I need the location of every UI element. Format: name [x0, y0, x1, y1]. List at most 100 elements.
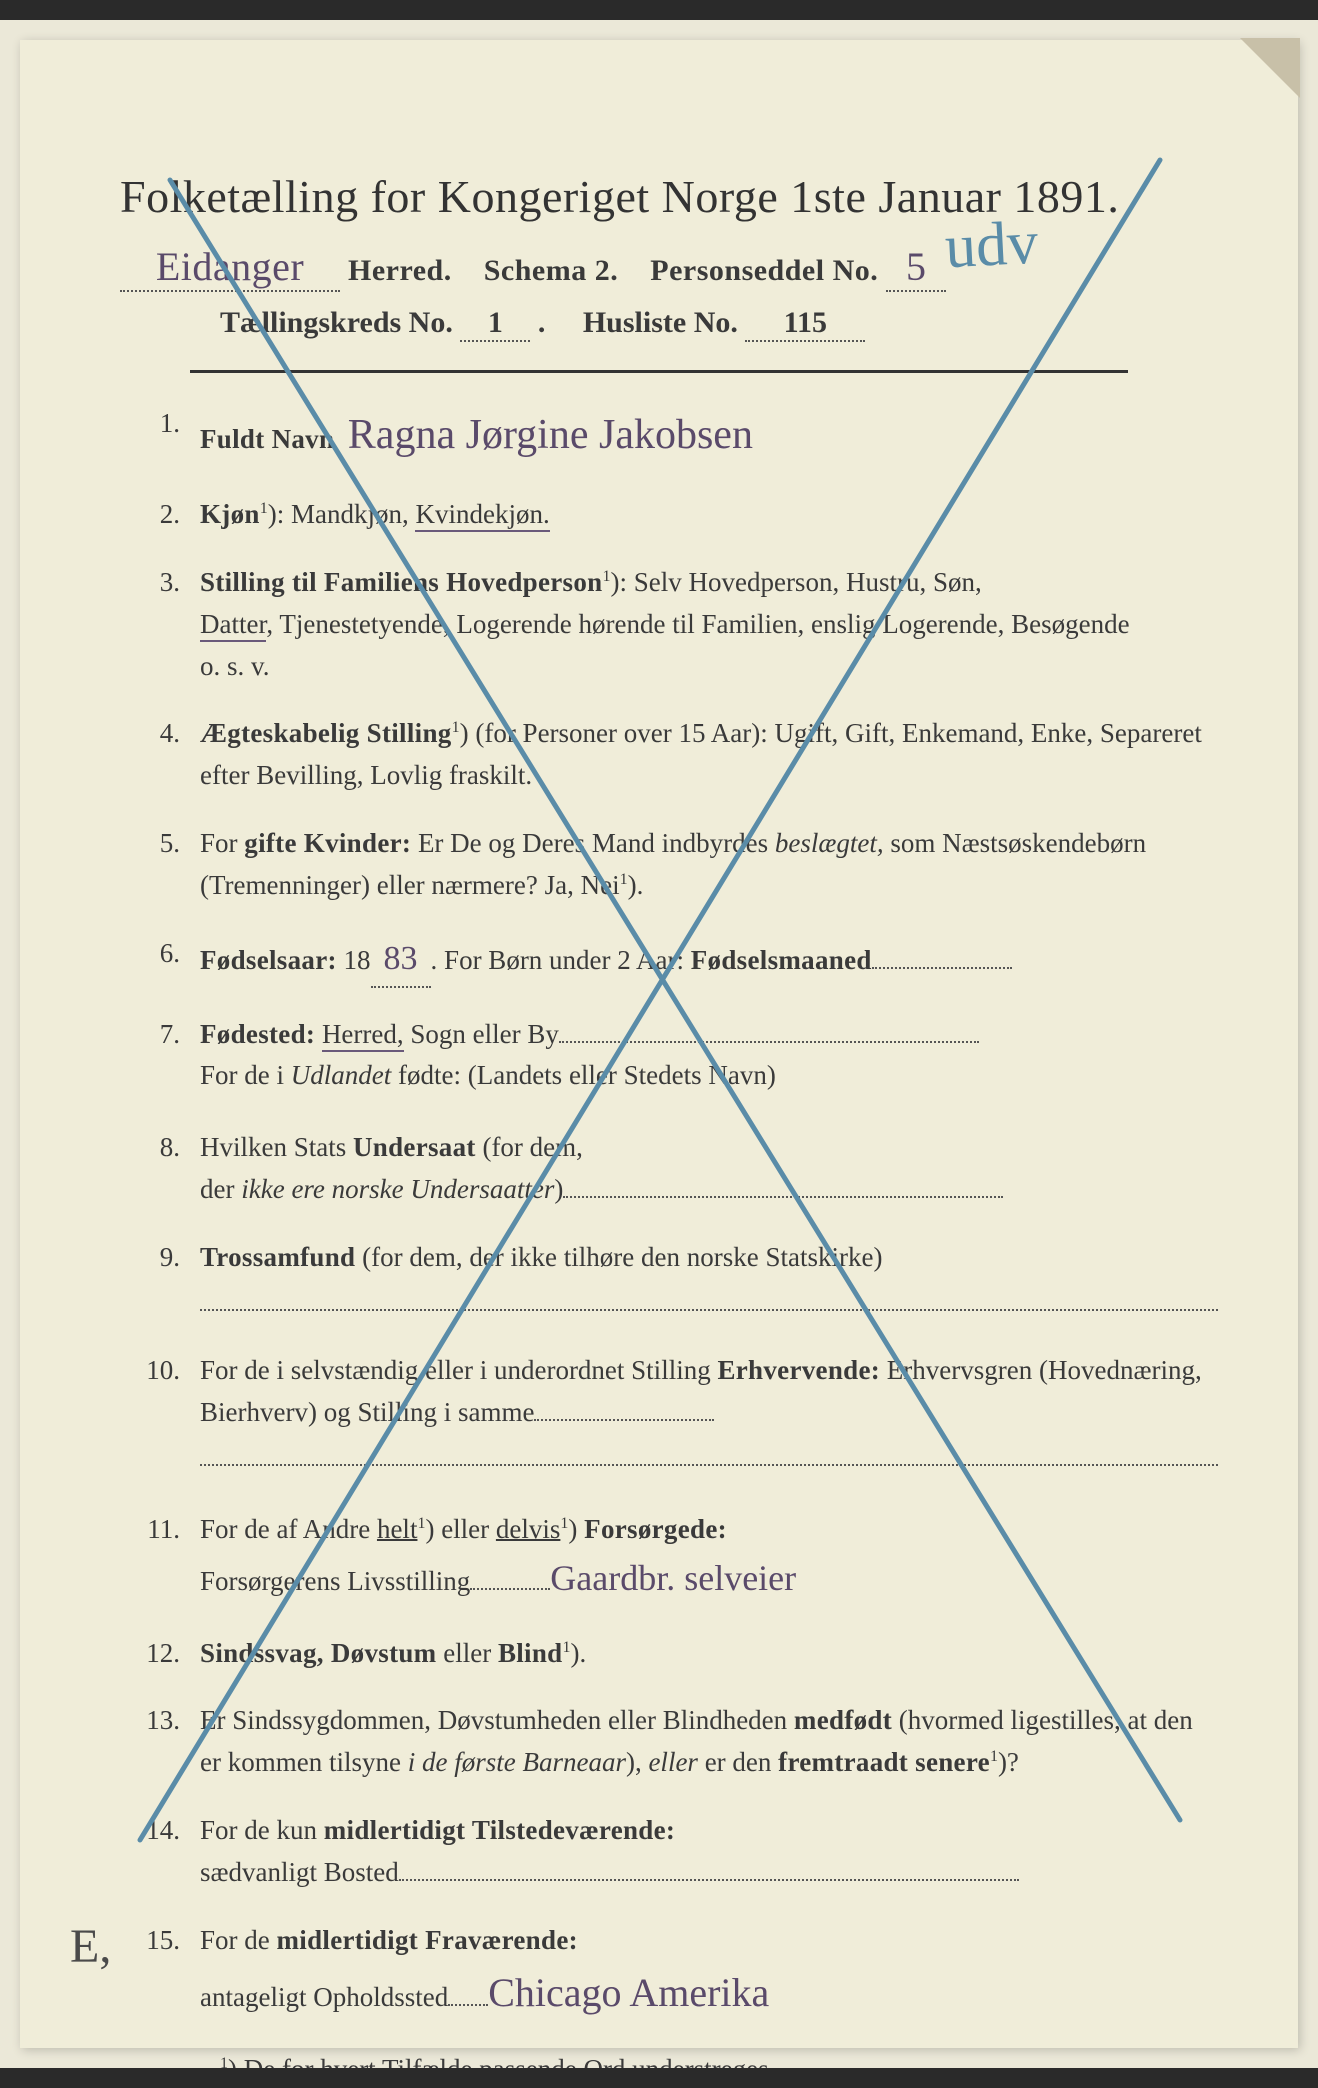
- occupation-blank-2: [200, 1434, 1218, 1466]
- item-label: medfødt: [794, 1705, 892, 1735]
- herred-label: Herred.: [348, 254, 452, 287]
- item-text: Sogn eller By: [404, 1019, 559, 1049]
- kreds-no-value: 1: [460, 306, 530, 342]
- footnote: 1) De for hvert Tilfælde passende Ord un…: [120, 2054, 1218, 2068]
- form-item-15: E, 15. For de midlertidigt Fraværende: a…: [140, 1920, 1218, 2024]
- item-label: Fuldt Navn: [200, 424, 334, 454]
- item-body: Fødested: Herred, Sogn eller By For de i…: [200, 1014, 1218, 1098]
- item-number: 9.: [140, 1237, 200, 1279]
- item-line2: Forsørgerens Livsstilling: [200, 1566, 470, 1596]
- form-item-3: 3. Stilling til Familiens Hovedperson1):…: [140, 562, 1218, 688]
- item-body: For de i selvstændig eller i underordnet…: [200, 1350, 1218, 1479]
- item-label: Trossamfund: [200, 1242, 355, 1272]
- item-text: eller: [436, 1638, 497, 1668]
- form-item-7: 7. Fødested: Herred, Sogn eller By For d…: [140, 1014, 1218, 1098]
- birth-year-value: 83: [371, 933, 431, 988]
- item-line2a: For de i: [200, 1060, 291, 1090]
- item-label: Erhvervende:: [717, 1355, 880, 1385]
- form-list: 1. Fuldt Navn Ragna Jørgine Jakobsen 2. …: [120, 403, 1218, 2024]
- item-label-2: fremtraadt senere: [778, 1747, 990, 1777]
- kreds-label: Tællingskreds No.: [220, 306, 453, 339]
- item-italic: Udlandet: [291, 1060, 392, 1090]
- item-italic-2: eller: [648, 1747, 697, 1777]
- absent-blank: [448, 2004, 488, 2006]
- citizenship-blank: [563, 1196, 1003, 1198]
- underlined-2: delvis: [496, 1514, 561, 1544]
- header-row-2: Tællingskreds No. 1 . Husliste No. 115: [120, 306, 1218, 342]
- item-line2b: fødte: (Landets eller Stedets Navn): [391, 1060, 776, 1090]
- header-divider: [190, 370, 1128, 373]
- form-item-2: 2. Kjøn1): Mandkjøn, Kvindekjøn.: [140, 494, 1218, 536]
- item-body: Stilling til Familiens Hovedperson1): Se…: [200, 562, 1218, 688]
- form-item-10: 10. For de i selvstændig eller i underor…: [140, 1350, 1218, 1479]
- item-line2: sædvanligt Bosted: [200, 1857, 399, 1887]
- item-lead: For: [200, 828, 244, 858]
- item-label: Forsørgede:: [584, 1514, 727, 1544]
- item-label: Stilling til Familiens Hovedperson: [200, 567, 602, 597]
- item-body: For de midlertidigt Fraværende: antageli…: [200, 1920, 1218, 2024]
- margin-annotation-15: E,: [70, 1910, 111, 1984]
- birthplace-underlined: Herred,: [322, 1019, 404, 1052]
- item-number: 8.: [140, 1127, 200, 1169]
- item-number: 2.: [140, 494, 200, 536]
- provider-blank: [470, 1588, 550, 1590]
- birthplace-blank: [559, 1041, 979, 1043]
- form-item-6: 6. Fødselsaar: 1883. For Børn under 2 Aa…: [140, 933, 1218, 988]
- form-item-4: 4. Ægteskabelig Stilling1) (for Personer…: [140, 713, 1218, 797]
- birth-month-blank: [872, 967, 1012, 969]
- item-body: For gifte Kvinder: Er De og Deres Mand i…: [200, 823, 1218, 907]
- item-label: Kjøn: [200, 499, 260, 529]
- item-text-3: o. s. v.: [200, 651, 270, 681]
- item-body: For de kun midlertidigt Tilstedeværende:…: [200, 1810, 1218, 1894]
- item-text: ): Mandkjøn,: [268, 499, 416, 529]
- item-label: Fødselsaar:: [200, 945, 337, 975]
- item-text-2: (for dem,: [476, 1132, 583, 1162]
- form-item-12: 12. Sindssvag, Døvstum eller Blind1).: [140, 1633, 1218, 1675]
- footnote-text: ) De for hvert Tilfælde passende Ord und…: [228, 2054, 775, 2068]
- header-row-1: Eidanger Herred. Schema 2. Personseddel …: [120, 243, 1218, 292]
- item-text: . For Børn under 2 Aar:: [431, 945, 691, 975]
- item-number: 1.: [140, 403, 200, 445]
- item-body: For de af Andre helt1) eller delvis1) Fo…: [200, 1509, 1218, 1607]
- form-item-5: 5. For gifte Kvinder: Er De og Deres Man…: [140, 823, 1218, 907]
- item-number: 6.: [140, 933, 200, 975]
- item-label: Fødested:: [200, 1019, 315, 1049]
- item-label-2: Blind: [498, 1638, 563, 1668]
- item-body: Er Sindssygdommen, Døvstumheden eller Bl…: [200, 1700, 1218, 1784]
- document-page: udv Folketælling for Kongeriget Norge 1s…: [0, 20, 1318, 2068]
- item-line2a: der: [200, 1174, 241, 1204]
- item-italic-1: i de første Barneaar: [408, 1747, 626, 1777]
- residence-blank: [399, 1879, 1019, 1881]
- item-text: Er De og Deres Mand indbyrdes: [411, 828, 775, 858]
- item-number: 10.: [140, 1350, 200, 1392]
- top-handwritten-annotation: udv: [943, 208, 1040, 284]
- item-number: 14.: [140, 1810, 200, 1852]
- person-no-value: 5: [886, 243, 946, 292]
- item-text-1: For de kun: [200, 1815, 324, 1845]
- item-text-4: er den: [698, 1747, 778, 1777]
- item-label-2: Fødselsmaaned: [691, 945, 872, 975]
- sup: 1: [620, 871, 628, 888]
- item-body: Trossamfund (for dem, der ikke tilhøre d…: [200, 1237, 1218, 1324]
- item-body: Ægteskabelig Stilling1) (for Personer ov…: [200, 713, 1218, 797]
- item-body: Kjøn1): Mandkjøn, Kvindekjøn.: [200, 494, 1218, 536]
- relation-underlined: Datter: [200, 609, 266, 642]
- item-text-1: ): Selv Hovedperson, Hustru, Søn,: [610, 567, 981, 597]
- item-number: 15.: [140, 1920, 200, 1962]
- sup: 1: [990, 1748, 998, 1765]
- item-body: Sindssvag, Døvstum eller Blind1).: [200, 1633, 1218, 1675]
- underlined-1: helt: [377, 1514, 418, 1544]
- item-text: (for dem, der ikke tilhøre den norske St…: [355, 1242, 882, 1272]
- item-label: midlertidigt Tilstedeværende:: [324, 1815, 675, 1845]
- provider-value: Gaardbr. selveier: [550, 1558, 796, 1598]
- item-text-3: ): [568, 1514, 584, 1544]
- item-body: Fødselsaar: 1883. For Børn under 2 Aar: …: [200, 933, 1218, 988]
- item-tail: ).: [628, 870, 644, 900]
- herred-value: Eidanger: [120, 243, 340, 292]
- form-item-8: 8. Hvilken Stats Undersaat (for dem, der…: [140, 1127, 1218, 1211]
- sup: 1: [260, 500, 268, 517]
- item-label: Ægteskabelig Stilling: [200, 718, 452, 748]
- absent-location-value: Chicago Amerika: [488, 1970, 769, 2015]
- document-title: Folketælling for Kongeriget Norge 1ste J…: [120, 170, 1218, 223]
- page-corner-fold: [1240, 38, 1300, 98]
